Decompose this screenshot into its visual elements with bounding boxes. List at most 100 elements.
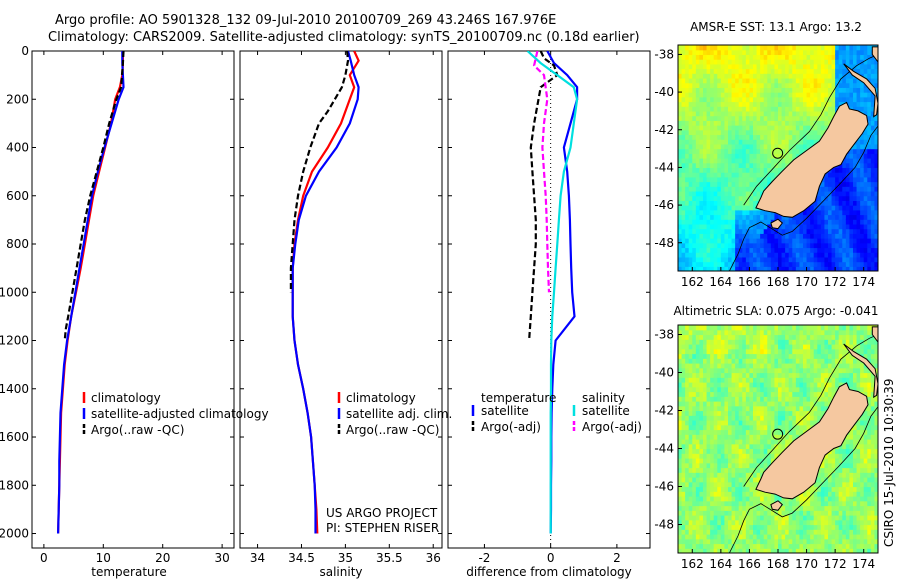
map-cell xyxy=(770,96,776,103)
map-cell xyxy=(678,172,683,178)
map-cell xyxy=(724,415,729,421)
map-cell xyxy=(767,242,772,249)
map-cell xyxy=(763,219,768,225)
map-cell xyxy=(817,242,822,249)
map-cell xyxy=(788,519,793,526)
map-cell xyxy=(753,515,758,521)
map-cell xyxy=(749,386,754,393)
map-cell xyxy=(724,195,729,201)
map-cell xyxy=(760,538,765,545)
map-cell xyxy=(767,219,772,225)
map-cell xyxy=(728,420,733,426)
map-cell xyxy=(831,496,836,502)
map-cell xyxy=(728,238,733,244)
map-cell xyxy=(870,115,876,121)
map-cell xyxy=(703,329,708,336)
map-cell xyxy=(699,386,704,393)
map-cell xyxy=(803,363,808,369)
map-cell xyxy=(738,223,743,230)
map-cell xyxy=(724,519,729,526)
map-cell xyxy=(874,228,878,234)
map-cell xyxy=(703,372,708,378)
map-cell xyxy=(749,334,754,340)
map-cell xyxy=(681,261,686,267)
map-cell xyxy=(781,110,786,117)
map-cell xyxy=(795,261,801,267)
map-cell xyxy=(728,101,733,107)
map-cell xyxy=(753,228,758,234)
map-cell xyxy=(810,529,815,535)
map-cell xyxy=(706,256,711,263)
map-cell xyxy=(742,491,747,497)
map-cell xyxy=(699,153,704,159)
map-cell xyxy=(706,96,711,103)
map-cell xyxy=(856,181,861,187)
map-cell xyxy=(695,261,701,267)
map-cell xyxy=(728,391,733,397)
map-cell xyxy=(681,172,686,178)
map-cell xyxy=(817,543,822,549)
map-cell xyxy=(713,538,718,545)
map-cell xyxy=(810,115,815,121)
map-cell xyxy=(717,329,722,336)
map-cell xyxy=(738,500,743,507)
map-cell xyxy=(806,534,811,540)
map-cell xyxy=(720,63,726,70)
map-cell xyxy=(735,496,740,502)
map-cell xyxy=(820,348,826,355)
map-cell xyxy=(710,247,715,253)
map-cell xyxy=(735,82,740,88)
map-cell xyxy=(756,410,761,416)
map-cell xyxy=(720,115,726,121)
map-cell xyxy=(753,353,758,359)
map-cell xyxy=(774,515,779,521)
map-cell xyxy=(681,96,686,103)
map-cell xyxy=(720,325,726,331)
map-cell xyxy=(749,510,754,516)
map-cell xyxy=(692,477,697,483)
map-cell xyxy=(728,247,733,253)
map-cell xyxy=(820,233,826,239)
map-cell xyxy=(774,148,779,154)
map-cell xyxy=(774,339,779,345)
map-cell xyxy=(785,548,790,553)
map-cell xyxy=(728,401,733,407)
map-cell xyxy=(767,115,772,121)
land-polygon xyxy=(755,101,869,218)
map-cell xyxy=(710,396,715,402)
map-cell xyxy=(742,242,747,249)
map-cell xyxy=(742,125,747,131)
map-cell xyxy=(835,49,840,56)
map-cell xyxy=(713,405,718,412)
map-cell xyxy=(817,405,822,412)
map-cell xyxy=(760,153,765,159)
map-cell xyxy=(785,543,790,549)
map-cell xyxy=(735,233,740,239)
map-cell xyxy=(749,405,754,412)
map-cell xyxy=(720,415,726,421)
map-cell xyxy=(813,334,818,340)
map-cell xyxy=(774,214,779,220)
map-cell xyxy=(695,443,701,450)
map-cell xyxy=(824,256,829,263)
map-cell xyxy=(756,415,761,421)
map-cell xyxy=(785,233,790,239)
map-cell xyxy=(699,325,704,331)
map-cell xyxy=(731,415,736,421)
map-cell xyxy=(688,190,693,197)
map-cell xyxy=(842,181,847,187)
map-cell xyxy=(703,420,708,426)
map-cell xyxy=(831,242,836,249)
map-cell xyxy=(778,153,783,159)
map-cell xyxy=(763,129,768,136)
map-cell xyxy=(810,420,815,426)
map-cell xyxy=(728,228,733,234)
map-cell xyxy=(828,96,833,103)
map-cell xyxy=(817,401,822,407)
map-cell xyxy=(867,92,872,98)
map-cell xyxy=(678,195,683,201)
map-cell xyxy=(874,209,878,216)
map-cell xyxy=(713,143,718,150)
map-cell xyxy=(685,382,690,388)
map-cell xyxy=(706,448,711,454)
